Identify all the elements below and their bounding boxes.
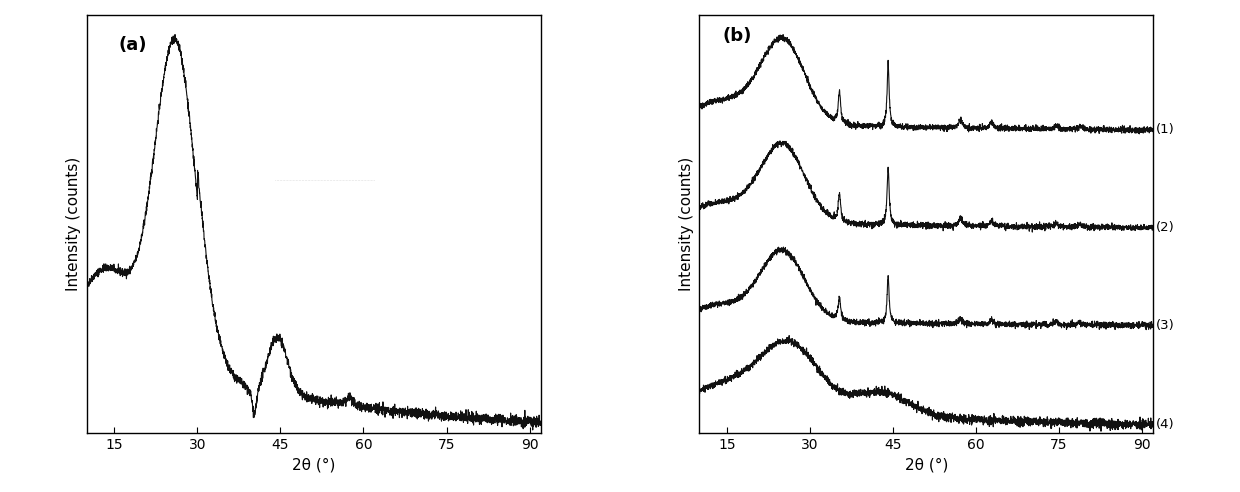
X-axis label: 2θ (°): 2θ (°) — [291, 458, 335, 472]
Text: (3): (3) — [1156, 319, 1174, 332]
Y-axis label: Intensity (counts): Intensity (counts) — [678, 157, 694, 291]
Text: (1): (1) — [1156, 123, 1174, 136]
Text: (b): (b) — [722, 27, 751, 45]
Text: (2): (2) — [1156, 221, 1174, 234]
Text: (a): (a) — [119, 35, 148, 54]
Y-axis label: Intensity (counts): Intensity (counts) — [66, 157, 82, 291]
Text: (4): (4) — [1156, 418, 1174, 431]
X-axis label: 2θ (°): 2θ (°) — [905, 458, 949, 472]
